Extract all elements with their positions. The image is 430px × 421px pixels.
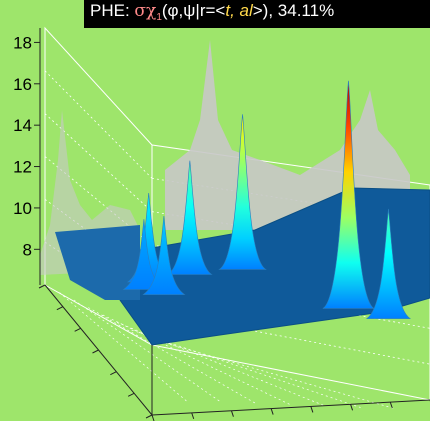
x-tick [145,414,153,419]
z-tick-label: 10 [13,199,32,218]
z-tick-label: 12 [13,158,32,177]
title-mid: (φ,ψ|r=< [161,1,226,20]
x-tick [38,284,46,289]
z-tick-label: 18 [13,33,32,52]
chart-title: PHE: σχ1(φ,ψ|r=<t, al>), 34.11% [84,0,430,28]
title-prefix: PHE: [90,1,135,20]
z-tick-label: 8 [23,240,32,259]
grid-line [145,337,396,410]
y-tick [230,410,234,417]
z-tick-label: 16 [13,75,32,94]
surface-peak [218,114,267,270]
title-italic: t, al [225,1,253,20]
surface-peaks [122,80,412,319]
surface-peak [365,208,412,319]
y-tick [350,404,354,411]
axes-box-front [38,28,430,421]
x-tick [110,371,117,376]
title-suffix: >), 34.11% [252,1,335,20]
y-tick [310,406,314,413]
z-axis: 8 10 12 14 16 18 [13,33,40,259]
y-tick [270,408,274,415]
z-tick-label: 14 [13,116,32,135]
title-subscript: 1 [156,12,162,23]
title-symbol: σχ [134,1,157,21]
y-tick [151,414,155,421]
y-tick [389,401,393,409]
grid-line [44,113,153,212]
grid-line [151,311,430,365]
grid-line [44,70,153,179]
x-tick [74,327,81,332]
surface-peak [167,160,213,275]
x-tick [127,392,135,397]
x-tick [56,306,64,311]
surface-peak [142,215,186,295]
x-tick [92,349,99,354]
grid-line [88,307,257,405]
surface-peak [322,80,375,309]
box-edge [151,399,430,416]
floor-plane-left [55,225,140,300]
y-tick [191,412,195,420]
grid-line [131,329,361,408]
